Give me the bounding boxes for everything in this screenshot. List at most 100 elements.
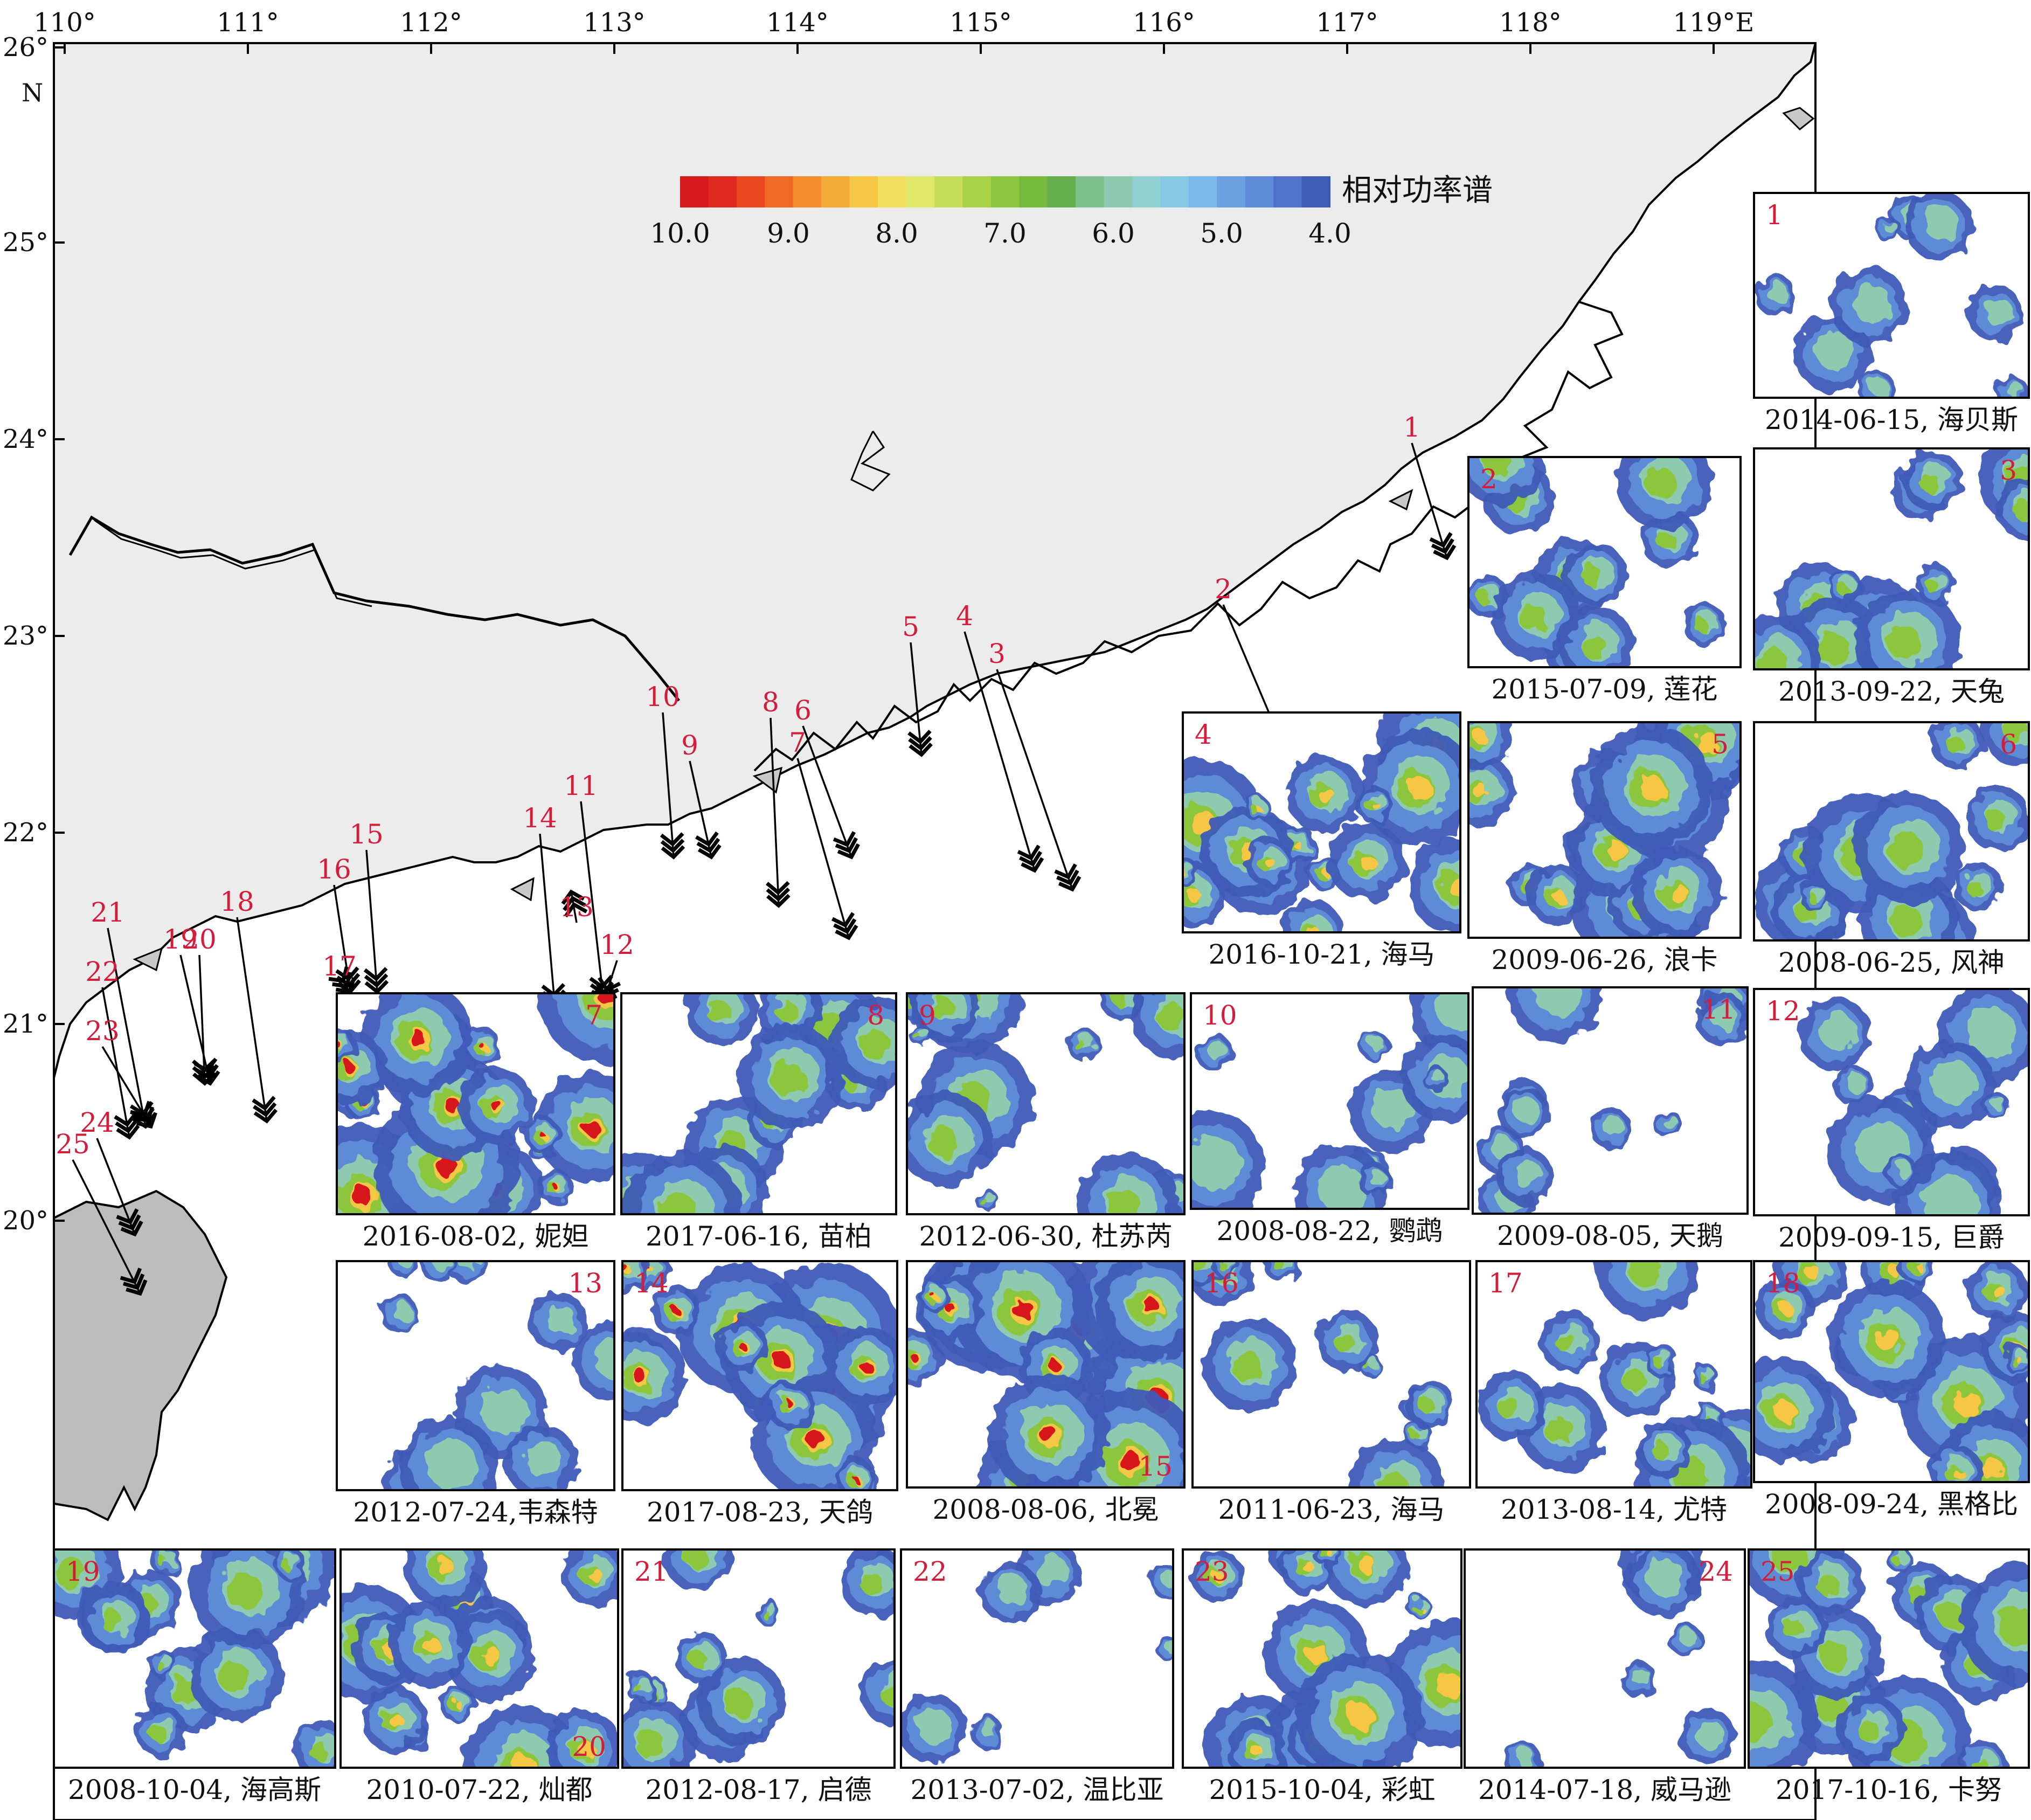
track-line — [580, 801, 605, 1000]
radar-echo-layer — [621, 993, 896, 1214]
track-arrow-chevron — [697, 844, 722, 860]
radar-echo-layer — [54, 1549, 335, 1768]
lon-tick-label: 110° — [33, 8, 96, 38]
colorbar-swatch — [793, 176, 822, 207]
radar-panel-border — [1182, 1548, 1462, 1769]
radar-panel-number: 19 — [66, 1556, 100, 1587]
lat-tick-label: 25° — [3, 227, 48, 258]
track-number-label: 25 — [56, 1129, 90, 1160]
track-arrow-chevron — [364, 973, 389, 988]
radar-panel-border — [620, 992, 897, 1215]
colorbar-tick-label: 6.0 — [1092, 218, 1135, 249]
radar-panels: 1 2014-06-15, 海贝斯 2 2015-07-09, 莲花 3 2013-09-… — [53, 192, 2030, 1805]
track-arrow-chevron — [1017, 845, 1041, 861]
radar-panel-number: 12 — [1766, 995, 1800, 1027]
colorbar-tick-label: 7.0 — [983, 218, 1027, 249]
typhoon-track: 25 — [56, 1129, 148, 1296]
radar-panel-border — [906, 1260, 1186, 1489]
track-arrow-chevron — [115, 1118, 139, 1133]
radar-panel-caption: 2012-06-30, 杜苏芮 — [919, 1221, 1172, 1252]
lon-tick-label: 113° — [583, 8, 646, 38]
radar-panel-number: 7 — [585, 1000, 602, 1031]
track-line — [107, 928, 147, 1127]
radar-panel-border — [1753, 988, 2030, 1216]
radar-panel: 16 2011-06-23, 海马 — [1191, 1260, 1471, 1525]
radar-panel-number: 16 — [1204, 1268, 1239, 1299]
radar-panel-border — [621, 1260, 898, 1491]
track-arrow-chevron — [126, 1279, 148, 1296]
colorbar-swatch — [849, 176, 879, 207]
track-number-label: 17 — [322, 951, 357, 982]
colorbar-swatch — [878, 176, 907, 207]
radar-panel-number: 21 — [634, 1556, 669, 1587]
radar-panel-border — [900, 1548, 1174, 1769]
radar-panel-border — [1464, 1548, 1746, 1769]
track-line — [179, 954, 211, 1084]
radar-panel-border — [1467, 721, 1742, 939]
radar-echo-layer — [1754, 1261, 2029, 1482]
track-arrow-chevron — [252, 1096, 276, 1111]
radar-panel-number: 18 — [1766, 1268, 1800, 1299]
track-line — [802, 725, 852, 857]
radar-panel: 2 2015-07-09, 莲花 — [1467, 456, 1742, 705]
island — [510, 877, 535, 902]
radar-echo-layer — [1193, 1261, 1454, 1487]
track-arrow-chevron — [598, 977, 621, 993]
track-number-label: 20 — [182, 924, 217, 955]
radar-panel: 24 2014-07-18, 威马逊 — [1464, 1548, 1746, 1805]
radar-panel-number: 22 — [913, 1556, 947, 1587]
radar-panel-number: 1 — [1766, 199, 1783, 231]
radar-panel-number: 20 — [572, 1731, 606, 1762]
radar-panel-border — [906, 992, 1186, 1215]
track-arrow-chevron — [561, 889, 585, 905]
radar-panel-number: 3 — [2000, 455, 2017, 486]
track-arrow-chevron — [335, 977, 356, 994]
track-arrow-chevron — [133, 1106, 155, 1123]
track-number-label: 21 — [91, 897, 125, 928]
radar-panel: 10 2008-08-22, 鹦鹉 — [1190, 992, 1469, 1247]
track-number-label: 6 — [794, 695, 812, 726]
track-number-label: 18 — [220, 886, 254, 917]
track-arrow-chevron — [837, 843, 860, 860]
track-line — [1411, 442, 1448, 558]
radar-echo-layer — [1504, 1549, 1736, 1768]
typhoon-track: 23 — [85, 1015, 157, 1129]
colorbar-swatch — [1047, 176, 1077, 207]
track-arrow-chevron — [1431, 538, 1454, 554]
track-arrow-chevron — [332, 972, 352, 988]
colorbar-tick-label: 10.0 — [650, 218, 710, 249]
lat-tick-label: 22° — [3, 818, 48, 848]
radar-panel-caption: 2008-08-06, 北冕 — [932, 1494, 1159, 1525]
radar-panel-border — [336, 992, 615, 1215]
colorbar-swatch — [934, 176, 963, 207]
radar-panel-caption: 2009-06-26, 浪卡 — [1491, 944, 1717, 975]
radar-panel: 13 2012-07-24,韦森特 — [336, 1260, 615, 1528]
track-arrow-chevron — [192, 1065, 217, 1079]
track-line — [539, 833, 556, 1008]
track-arrow-chevron — [114, 1112, 138, 1127]
colorbar-swatch — [1076, 176, 1105, 207]
track-number-label: 9 — [681, 730, 698, 761]
radar-panel-caption: 2014-06-15, 海贝斯 — [1765, 404, 2018, 435]
radar-panel-caption: 2010-07-22, 灿都 — [366, 1774, 592, 1805]
radar-panel-border — [1753, 192, 2030, 399]
track-arrow-chevron — [130, 1101, 151, 1118]
colorbar-swatch — [708, 176, 737, 207]
track-arrow-chevron — [589, 974, 613, 989]
track-arrow-chevron — [696, 838, 720, 853]
track-arrow-chevron — [695, 831, 719, 847]
track-arrow-chevron — [1058, 875, 1082, 892]
track-number-label: 16 — [317, 854, 351, 885]
track-line — [236, 917, 268, 1122]
radar-panel: 20 2010-07-22, 灿都 — [339, 1548, 619, 1805]
radar-panel-caption: 2014-07-18, 威马逊 — [1478, 1774, 1731, 1805]
radar-panel: 25 2017-10-16, 卡努 — [1748, 1548, 2030, 1805]
colorbar-swatch — [1245, 176, 1274, 207]
track-number-label: 22 — [85, 956, 120, 987]
radar-echo-layer — [907, 993, 1184, 1214]
lat-tick-label: 21° — [3, 1009, 48, 1039]
lon-tick-label: 117° — [1316, 8, 1378, 38]
radar-panel-number: 25 — [1760, 1556, 1795, 1587]
track-number-label: 10 — [646, 681, 680, 712]
radar-echo-layer — [1468, 457, 1727, 667]
